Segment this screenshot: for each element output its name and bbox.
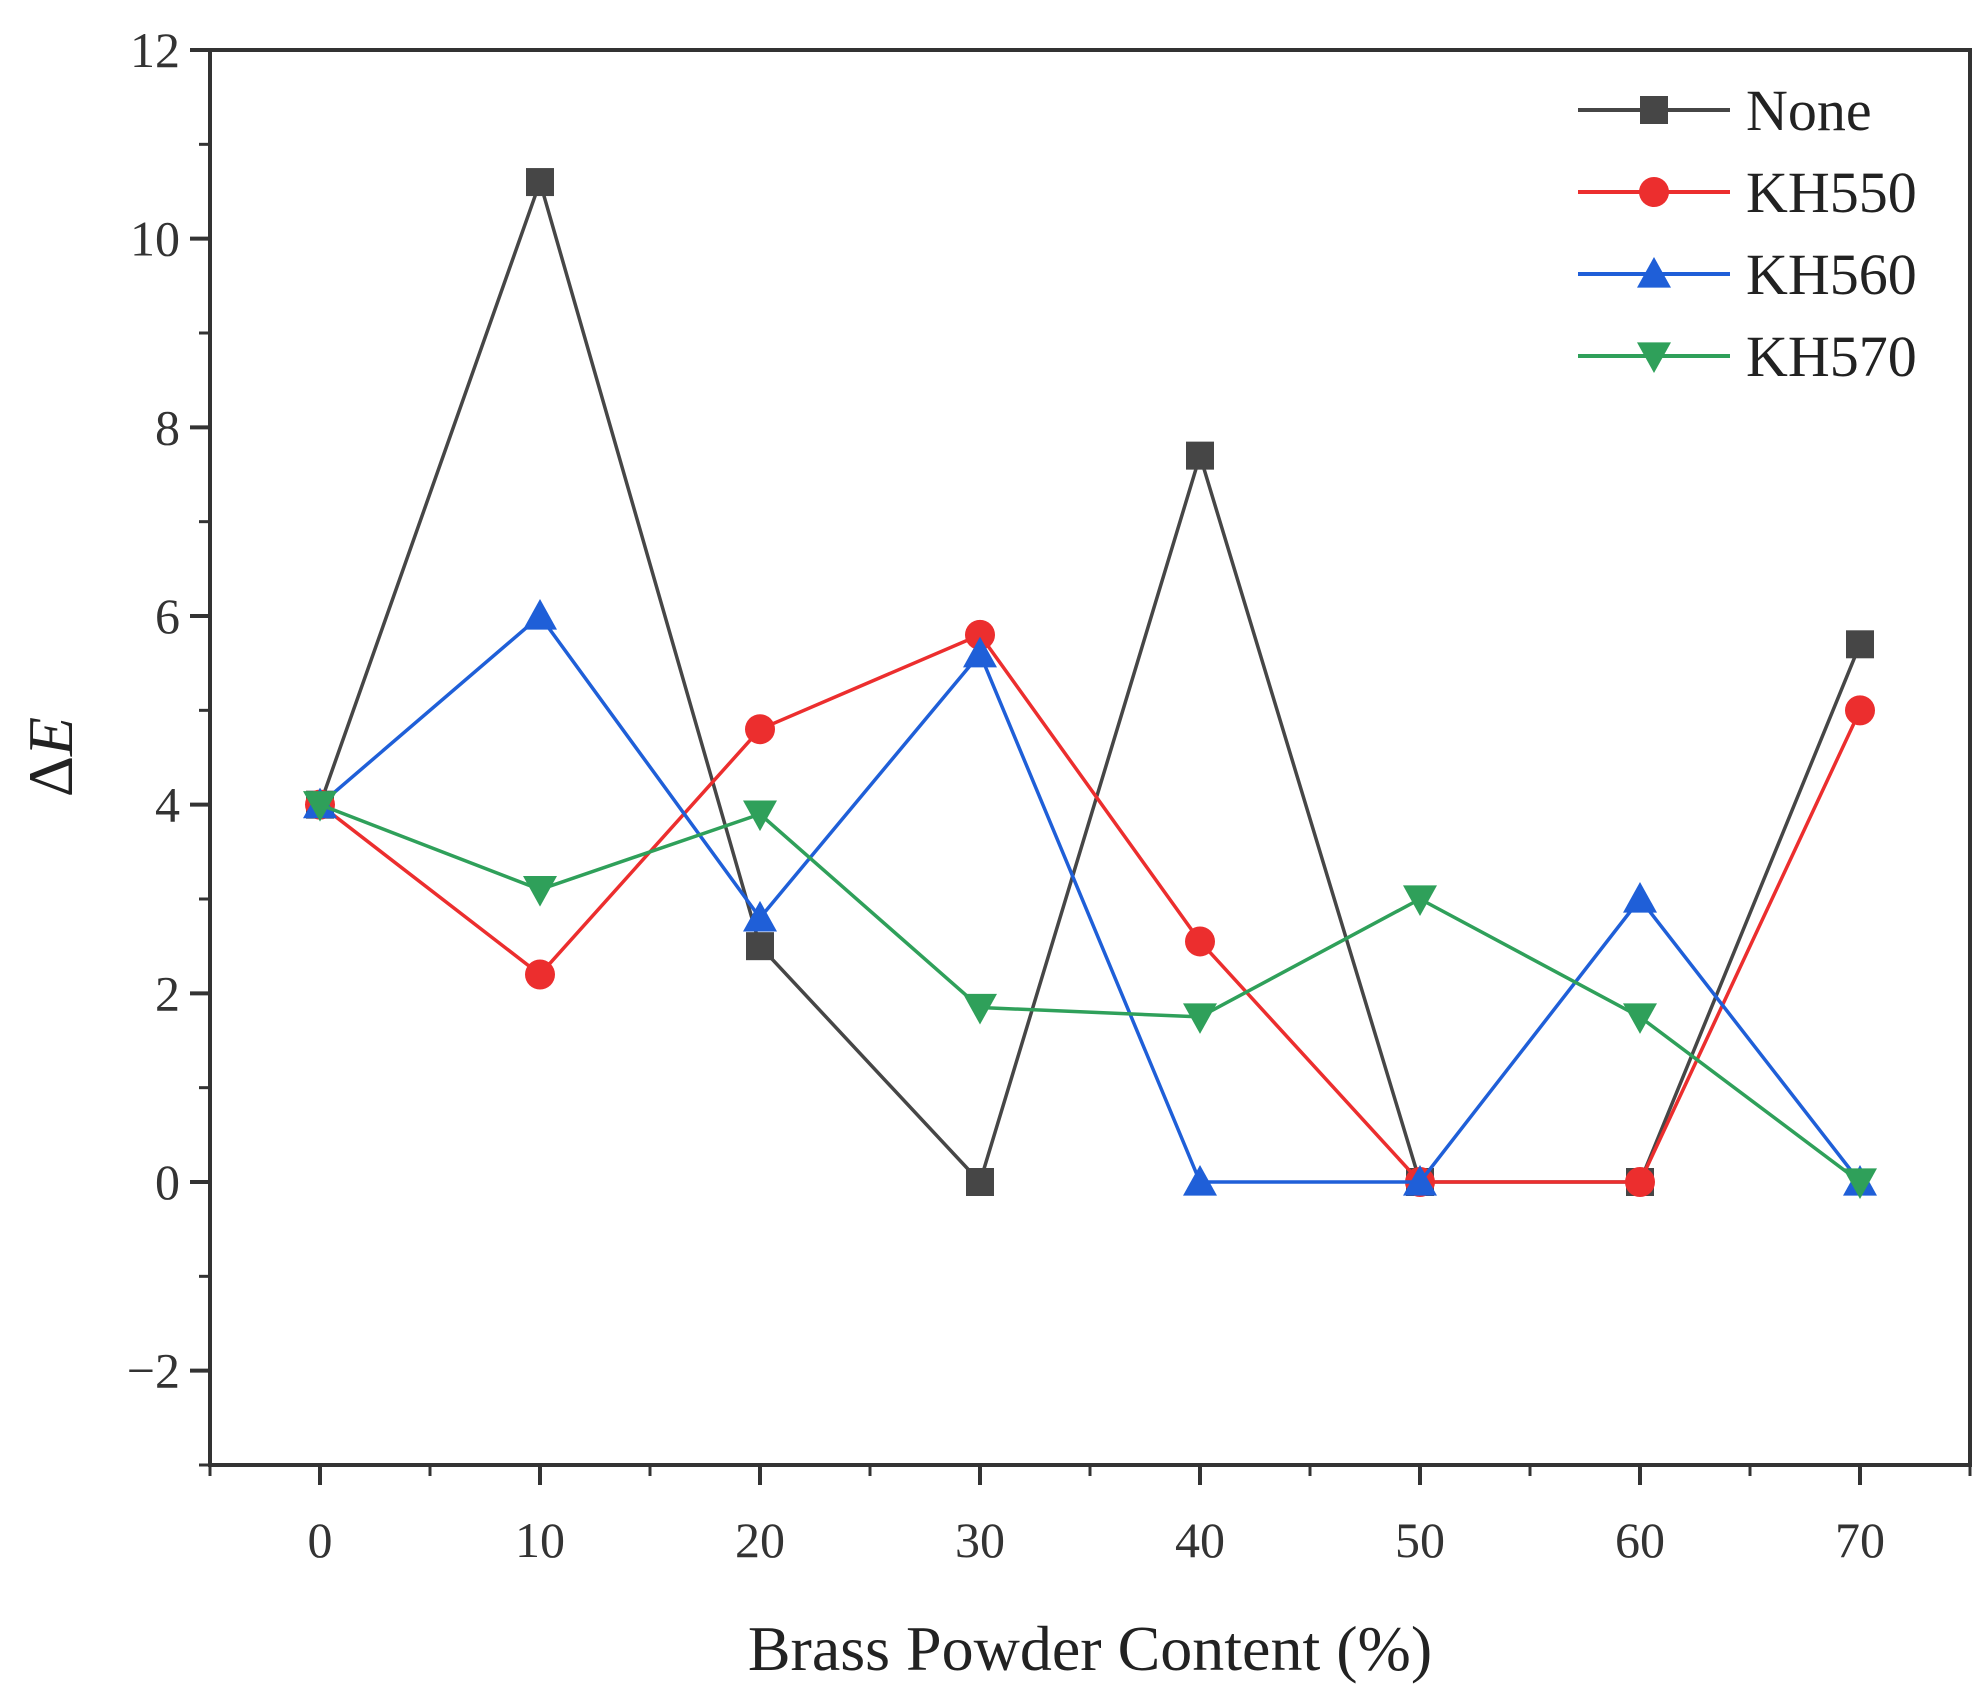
data-point-kh570 [743, 800, 777, 832]
legend-item-kh560: KH560 [1578, 242, 1917, 307]
legend-label-kh560: KH560 [1746, 242, 1917, 307]
data-point-kh560 [1623, 882, 1657, 913]
data-point-kh550 [1625, 1167, 1655, 1197]
series-none [306, 168, 1874, 1196]
x-tick-label: 10 [515, 1512, 565, 1568]
data-point-kh570 [1183, 1003, 1217, 1034]
series-line-kh560 [318, 614, 1862, 1184]
y-axis-title-variable: E [15, 717, 86, 757]
x-tick-label: 40 [1175, 1512, 1225, 1568]
y-tick-label: 6 [155, 588, 180, 644]
data-point-kh550 [965, 619, 995, 650]
legend-marker-kh560 [1637, 257, 1671, 288]
plot-frame [208, 48, 1972, 1467]
data-point-kh560 [1183, 1165, 1217, 1196]
legend-item-kh550: KH550 [1578, 160, 1917, 225]
data-point-kh570 [1843, 1168, 1877, 1199]
legend-marker-kh570 [1637, 342, 1671, 373]
data-point-kh550 [1185, 926, 1215, 957]
x-tick-label: 70 [1835, 1512, 1885, 1568]
legend-marker-kh550 [1639, 177, 1669, 207]
legend-label-kh550: KH550 [1746, 160, 1917, 225]
data-point-kh570 [1623, 1003, 1657, 1034]
data-point-none [1846, 630, 1874, 659]
series-kh570 [303, 791, 1877, 1199]
x-tick-label: 60 [1615, 1512, 1665, 1568]
y-tick-label: 2 [155, 965, 180, 1021]
series-kh560 [303, 599, 1877, 1196]
data-point-kh550 [745, 714, 775, 745]
legend-marker-none [1640, 96, 1668, 124]
y-tick-label: 10 [130, 211, 180, 267]
data-point-kh570 [523, 875, 557, 907]
y-axis-title: ΔE [15, 717, 86, 797]
data-point-kh550 [525, 959, 555, 990]
x-tick-label: 50 [1395, 1512, 1445, 1568]
data-point-kh570 [303, 791, 337, 822]
data-point-none [1186, 441, 1214, 470]
y-tick-label: −2 [127, 1343, 180, 1399]
data-point-kh570 [1403, 885, 1437, 916]
axis-ticks: −2 0 2 4 6 8 10 12 0 10 20 30 40 50 60 70 [127, 22, 1972, 1568]
x-tick-label: 20 [735, 1512, 785, 1568]
legend: None KH550 KH560 KH570 [1578, 78, 1917, 389]
series-lines [303, 168, 1877, 1199]
x-tick-label: 30 [955, 1512, 1005, 1568]
series-kh550 [305, 619, 1875, 1197]
legend-item-kh570: KH570 [1578, 324, 1917, 389]
x-tick-label: 0 [308, 1512, 333, 1568]
y-tick-label: 8 [155, 399, 180, 455]
data-point-kh570 [963, 993, 997, 1025]
legend-item-none: None [1578, 78, 1872, 143]
y-axis-title-delta: Δ [15, 756, 86, 797]
series-line-none [318, 180, 1862, 1184]
x-axis-title: Brass Powder Content (%) [748, 1613, 1432, 1684]
data-point-kh560 [1403, 1165, 1437, 1196]
legend-label-kh570: KH570 [1746, 324, 1917, 389]
legend-label-none: None [1746, 78, 1872, 143]
data-point-none [746, 932, 774, 961]
data-point-kh560 [523, 599, 557, 630]
data-point-kh560 [743, 900, 777, 932]
series-line-kh570 [319, 803, 1862, 1184]
data-point-kh560 [963, 636, 997, 668]
data-point-kh550 [1845, 695, 1875, 726]
y-tick-label: 0 [155, 1154, 180, 1210]
y-tick-label: 12 [130, 22, 180, 78]
series-line-kh550 [318, 633, 1862, 1184]
data-point-none [526, 168, 554, 197]
y-tick-label: 4 [155, 777, 180, 833]
data-point-none [966, 1168, 994, 1196]
